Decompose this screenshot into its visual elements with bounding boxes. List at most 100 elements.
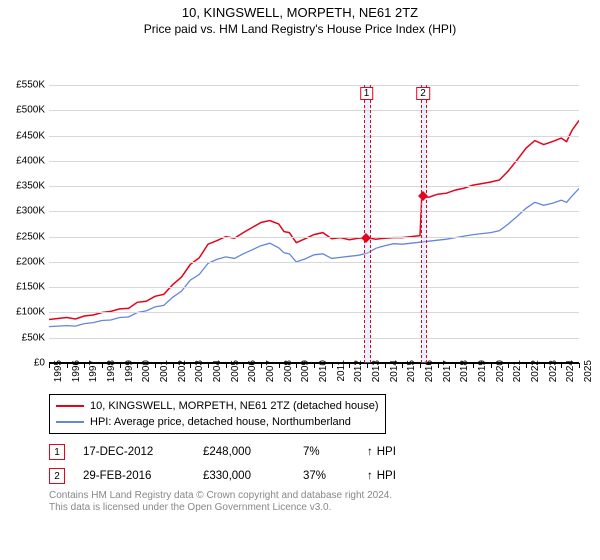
- lines-svg: [49, 85, 579, 363]
- x-tick: [173, 363, 174, 368]
- sale-row-price: £248,000: [203, 446, 303, 458]
- x-tick-label: 1995: [53, 360, 64, 382]
- x-tick-label: 2011: [336, 360, 347, 382]
- legend-row: HPI: Average price, detached house, Nort…: [56, 414, 379, 430]
- sale-band: [421, 85, 427, 363]
- x-tick-label: 2001: [159, 360, 170, 382]
- x-tick: [491, 363, 492, 368]
- x-tick: [261, 363, 262, 368]
- x-tick-label: 2020: [495, 360, 506, 382]
- x-tick: [579, 363, 580, 368]
- x-tick-label: 2012: [353, 360, 364, 382]
- sale-row-number: 2: [49, 468, 65, 484]
- y-gridline: [49, 287, 579, 288]
- x-tick-label: 2021: [512, 360, 523, 382]
- arrow-up-icon: ↑: [367, 446, 373, 458]
- y-gridline: [49, 85, 579, 86]
- x-tick-label: 2023: [548, 360, 559, 382]
- legend-label: 10, KINGSWELL, MORPETH, NE61 2TZ (detach…: [90, 400, 379, 412]
- y-tick-label: £550K: [16, 80, 45, 91]
- x-tick: [349, 363, 350, 368]
- x-tick: [385, 363, 386, 368]
- y-gridline: [49, 262, 579, 263]
- x-tick-label: 2024: [565, 360, 576, 382]
- x-tick-label: 2019: [477, 360, 488, 382]
- x-tick-label: 2010: [318, 360, 329, 382]
- x-tick-label: 2016: [424, 360, 435, 382]
- series-hpi: [49, 189, 579, 327]
- y-gridline: [49, 237, 579, 238]
- x-tick: [473, 363, 474, 368]
- sale-row-hpi-label: HPI: [377, 446, 396, 458]
- y-tick-label: £500K: [16, 105, 45, 116]
- sale-row-number: 1: [49, 444, 65, 460]
- footnote-line2: This data is licensed under the Open Gov…: [49, 502, 595, 514]
- x-tick-label: 2022: [530, 360, 541, 382]
- x-tick: [314, 363, 315, 368]
- sale-band-label: 2: [416, 87, 430, 100]
- x-tick-label: 2008: [283, 360, 294, 382]
- y-gridline: [49, 186, 579, 187]
- y-tick-label: £200K: [16, 256, 45, 267]
- x-tick-label: 2009: [300, 360, 311, 382]
- x-tick: [526, 363, 527, 368]
- x-tick: [102, 363, 103, 368]
- legend-swatch: [56, 421, 84, 423]
- x-tick-label: 2007: [265, 360, 276, 382]
- x-tick-label: 1999: [124, 360, 135, 382]
- y-gridline: [49, 211, 579, 212]
- x-tick: [561, 363, 562, 368]
- sale-row: 1 17-DEC-2012£248,0007% ↑ HPI: [49, 442, 595, 462]
- sale-row-date: 29-FEB-2016: [83, 470, 203, 482]
- x-tick-label: 2018: [459, 360, 470, 382]
- x-tick: [367, 363, 368, 368]
- y-tick-label: £100K: [16, 307, 45, 318]
- sale-band-label: 1: [360, 87, 374, 100]
- y-gridline: [49, 110, 579, 111]
- x-tick-label: 2005: [230, 360, 241, 382]
- x-tick: [243, 363, 244, 368]
- y-tick-label: £150K: [16, 282, 45, 293]
- x-tick: [49, 363, 50, 368]
- x-tick: [84, 363, 85, 368]
- title-address: 10, KINGSWELL, MORPETH, NE61 2TZ: [5, 5, 595, 20]
- sale-band: [364, 85, 370, 363]
- x-tick: [208, 363, 209, 368]
- x-tick-label: 2025: [583, 360, 594, 382]
- footnote-line1: Contains HM Land Registry data © Crown c…: [49, 490, 595, 502]
- sale-row-pct: 7%: [303, 446, 363, 458]
- y-tick-label: £400K: [16, 155, 45, 166]
- x-tick-label: 1998: [106, 360, 117, 382]
- x-tick-label: 2000: [141, 360, 152, 382]
- x-tick: [120, 363, 121, 368]
- series-property: [49, 120, 579, 319]
- x-tick-label: 2014: [389, 360, 400, 382]
- y-tick-label: £250K: [16, 231, 45, 242]
- sale-row: 229-FEB-2016£330,00037%↑HPI: [49, 466, 595, 486]
- y-tick-label: £450K: [16, 130, 45, 141]
- x-tick-label: 1996: [71, 360, 82, 382]
- x-tick: [190, 363, 191, 368]
- sale-row-pct: 37%: [303, 470, 363, 482]
- x-tick: [226, 363, 227, 368]
- x-tick: [438, 363, 439, 368]
- x-tick: [332, 363, 333, 368]
- sale-row-price: £330,000: [203, 470, 303, 482]
- sale-row-date: 17-DEC-2012: [83, 446, 203, 458]
- y-tick-label: £300K: [16, 206, 45, 217]
- footnote: Contains HM Land Registry data © Crown c…: [49, 490, 595, 514]
- legend-row: 10, KINGSWELL, MORPETH, NE61 2TZ (detach…: [56, 398, 379, 414]
- x-tick-label: 2003: [194, 360, 205, 382]
- legend-label: HPI: Average price, detached house, Nort…: [90, 416, 351, 428]
- x-tick-label: 1997: [88, 360, 99, 382]
- x-tick: [137, 363, 138, 368]
- sale-row-hpi-label: HPI: [377, 470, 396, 482]
- y-gridline: [49, 338, 579, 339]
- legend: 10, KINGSWELL, MORPETH, NE61 2TZ (detach…: [49, 394, 386, 434]
- x-tick-label: 2004: [212, 360, 223, 382]
- x-tick-label: 2006: [247, 360, 258, 382]
- root: 10, KINGSWELL, MORPETH, NE61 2TZ Price p…: [0, 0, 600, 560]
- x-tick: [455, 363, 456, 368]
- y-tick-label: £350K: [16, 181, 45, 192]
- x-tick: [508, 363, 509, 368]
